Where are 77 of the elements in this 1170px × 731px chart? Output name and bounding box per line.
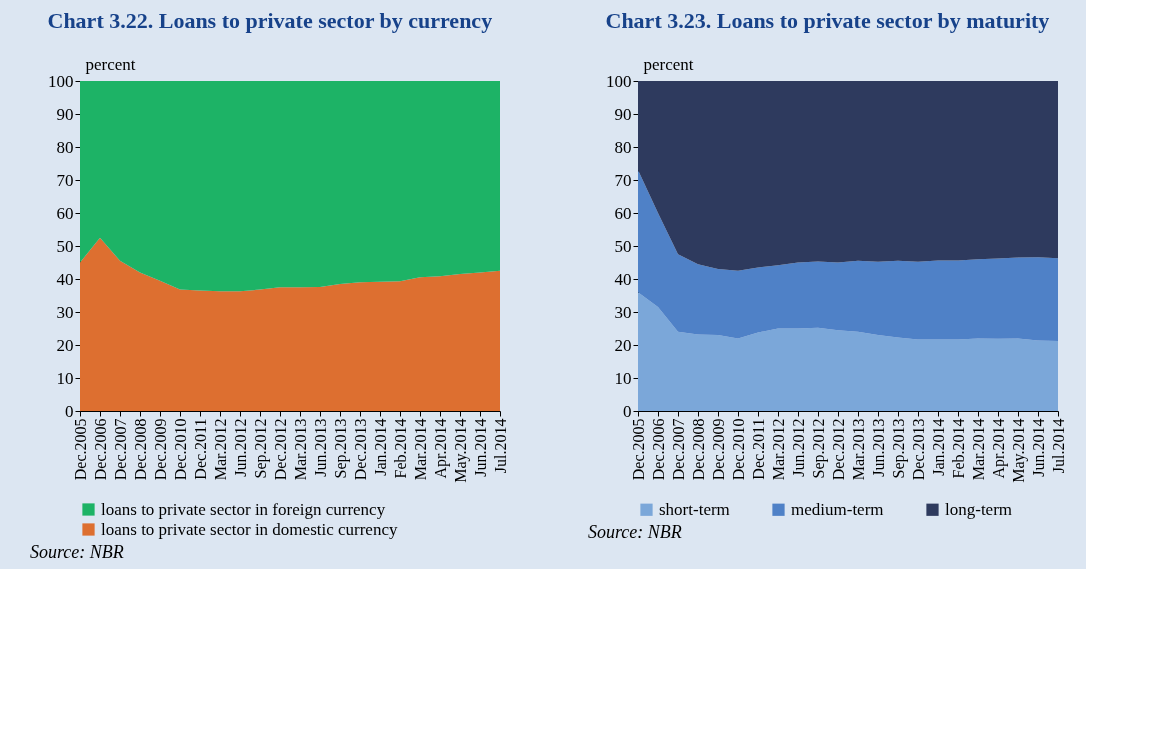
x-tick-label: Dec.2010 [729,418,747,481]
legend-label: long-term [945,499,1013,519]
x-tick-label: Mar.2013 [849,418,867,481]
y-tick-label: 70 [56,170,74,190]
x-tick-label: Sep.2013 [331,418,350,479]
x-tick-label: Jan.2014 [929,418,947,476]
x-tick-label: May.2014 [1009,418,1028,483]
y-tick-label: 100 [48,71,74,91]
x-tick-label: Dec.2011 [749,418,767,480]
source-note: Source: NBR [30,542,124,562]
legend-label: short-term [659,499,730,519]
x-tick-label: Dec.2007 [669,418,687,481]
x-tick-label: Dec.2007 [111,418,129,481]
y-tick-label: 40 [56,269,74,289]
y-tick-label: 60 [614,203,632,223]
x-tick-label: Apr.2014 [989,418,1008,479]
x-tick-label: Dec.2009 [151,418,169,481]
x-tick-label: Mar.2012 [769,418,787,481]
legend-label: medium-term [791,499,884,519]
y-tick-label: 90 [614,104,632,124]
legend-label: loans to private sector in foreign currency [101,499,386,519]
y-tick-label: 70 [614,170,632,190]
legend-label: loans to private sector in domestic currency [101,519,398,539]
x-tick-label: Dec.2006 [91,418,109,481]
x-tick-label: Dec.2006 [649,418,667,481]
y-tick-label: 80 [614,137,632,157]
x-tick-label: Apr.2014 [431,418,450,479]
x-tick-label: Dec.2008 [689,418,707,481]
y-tick-label: 10 [56,368,74,388]
x-tick-label: Jun.2014 [1029,418,1047,477]
x-tick-label: Dec.2013 [909,418,927,481]
x-tick-label: Dec.2008 [131,418,149,481]
y-tick-label: 80 [56,137,74,157]
x-tick-label: Sep.2012 [251,418,270,479]
y-tick-label: 100 [606,71,632,91]
y-axis-title: percent [643,54,694,74]
y-tick-label: 50 [614,236,632,256]
x-tick-label: Sep.2013 [889,418,908,479]
x-tick-label: Dec.2012 [271,418,289,481]
y-axis-title: percent [85,54,136,74]
y-tick-label: 0 [623,401,632,421]
y-tick-label: 30 [56,302,74,322]
y-tick-label: 20 [56,335,74,355]
y-tick-label: 20 [614,335,632,355]
x-tick-label: Dec.2010 [171,418,189,481]
x-tick-label: Dec.2005 [629,418,647,481]
x-tick-label: Mar.2014 [411,418,429,481]
x-tick-label: Jun.2012 [231,418,249,477]
y-tick-label: 40 [614,269,632,289]
y-tick-label: 90 [56,104,74,124]
chart-title: Chart 3.23. Loans to private sector by maturity [605,8,1050,33]
x-tick-label: Jun.2012 [789,418,807,477]
x-tick-label: Jan.2014 [371,418,389,476]
x-tick-label: Jun.2013 [869,418,887,477]
x-tick-label: Dec.2009 [709,418,727,481]
x-tick-label: Jun.2013 [311,418,329,477]
x-tick-label: Feb.2014 [949,418,967,479]
source-note: Source: NBR [588,522,682,542]
x-tick-label: May.2014 [451,418,470,483]
x-tick-label: Jul.2014 [491,418,509,474]
y-tick-label: 50 [56,236,74,256]
chart-title: Chart 3.22. Loans to private sector by currency [47,8,493,33]
x-tick-label: Sep.2012 [809,418,828,479]
x-tick-label: Dec.2011 [191,418,209,480]
x-tick-label: Feb.2014 [391,418,409,479]
x-tick-label: Jun.2014 [471,418,489,477]
y-tick-label: 30 [614,302,632,322]
x-tick-label: Dec.2012 [829,418,847,481]
x-tick-label: Mar.2012 [211,418,229,481]
y-tick-label: 10 [614,368,632,388]
x-tick-label: Dec.2005 [71,418,89,481]
y-tick-label: 60 [56,203,74,223]
x-tick-label: Jul.2014 [1049,418,1067,474]
x-tick-label: Mar.2013 [291,418,309,481]
x-tick-label: Dec.2013 [351,418,369,481]
y-tick-label: 0 [65,401,74,421]
x-tick-label: Mar.2014 [969,418,987,481]
